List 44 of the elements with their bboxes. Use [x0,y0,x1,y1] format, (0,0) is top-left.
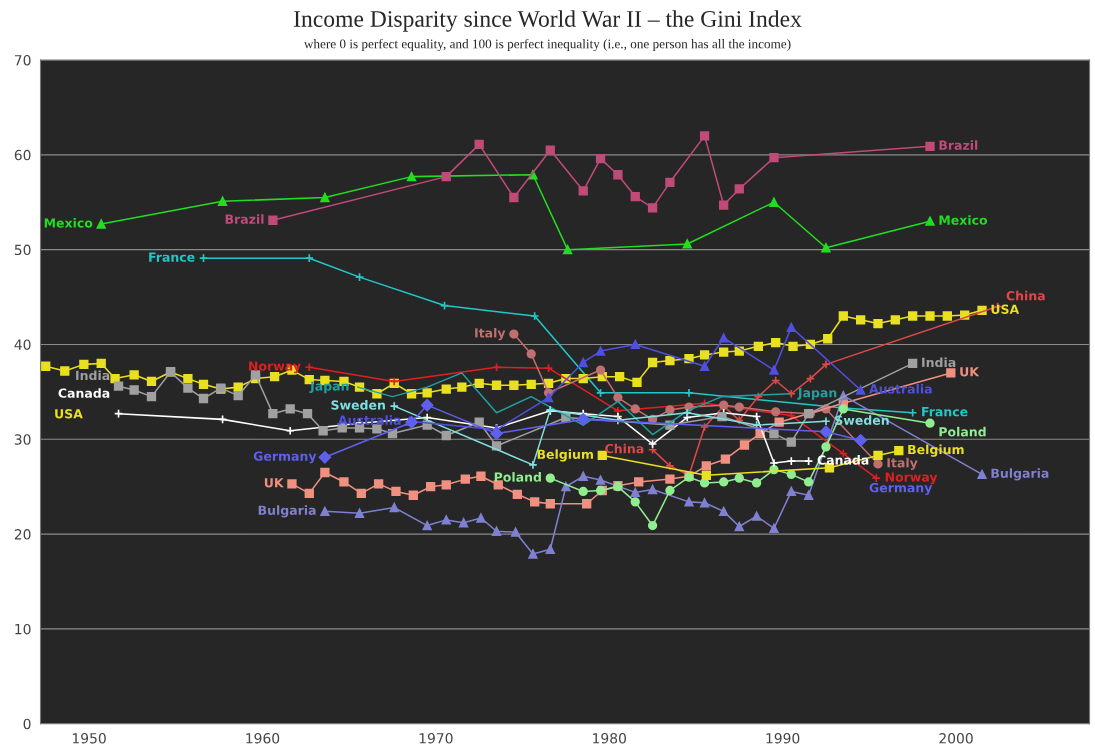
text: UK [960,367,980,377]
y-tick-label: 10 [15,623,31,635]
x-tick-label: 1970 [419,733,453,744]
text: Bulgaria [991,468,1049,481]
series-label: Italy [475,327,506,341]
series-label: UK [264,478,284,488]
y-tick-label: 40 [14,339,31,350]
text: China [1006,290,1045,301]
y-tick-label: 60 [14,149,31,161]
text: France [922,407,968,417]
text: Brazil [939,140,978,150]
series-label: France [149,252,195,262]
series-label: Germany [253,451,317,464]
text: India [76,370,110,381]
series-label: Norway [249,361,301,374]
series-label: Bulgaria [258,505,316,518]
series-label: USA [991,304,1020,314]
text: Norway [885,472,938,485]
x-tick-label: 1960 [246,733,280,744]
series-label: Japan [797,388,837,400]
series-label: Mexico [44,217,93,228]
text: Japan [309,381,349,394]
x-tick-label: 2000 [939,733,973,744]
series-label: Belgium [537,449,593,462]
text: Poland [939,426,986,437]
y-tick-label: 0 [23,718,31,730]
text: Sweden [331,400,385,410]
y-tick-label: 20 [14,529,31,540]
text: Italy [887,457,918,471]
series-label: Poland [494,472,541,482]
x-tick-label: 1980 [593,733,626,744]
x-tick-label: 1990 [766,733,800,744]
series-label: China [605,443,644,454]
y-tick-label: 50 [14,244,31,256]
series-label: India [922,357,956,368]
series-label: Brazil [225,214,264,224]
chart-title: Income Disparity since World War II – the Gini Index [293,10,802,32]
text: Canada [58,388,110,398]
text: USA [55,409,83,419]
x-tick-label: 1950 [72,733,106,744]
y-tick-label: 70 [14,54,31,66]
chart-subtitle: where 0 is perfect equality, and 100 is perfect inequality (i.e., one person has all the income) [303,38,791,52]
text: Mexico [939,215,988,225]
y-tick-label: 30 [14,434,31,445]
